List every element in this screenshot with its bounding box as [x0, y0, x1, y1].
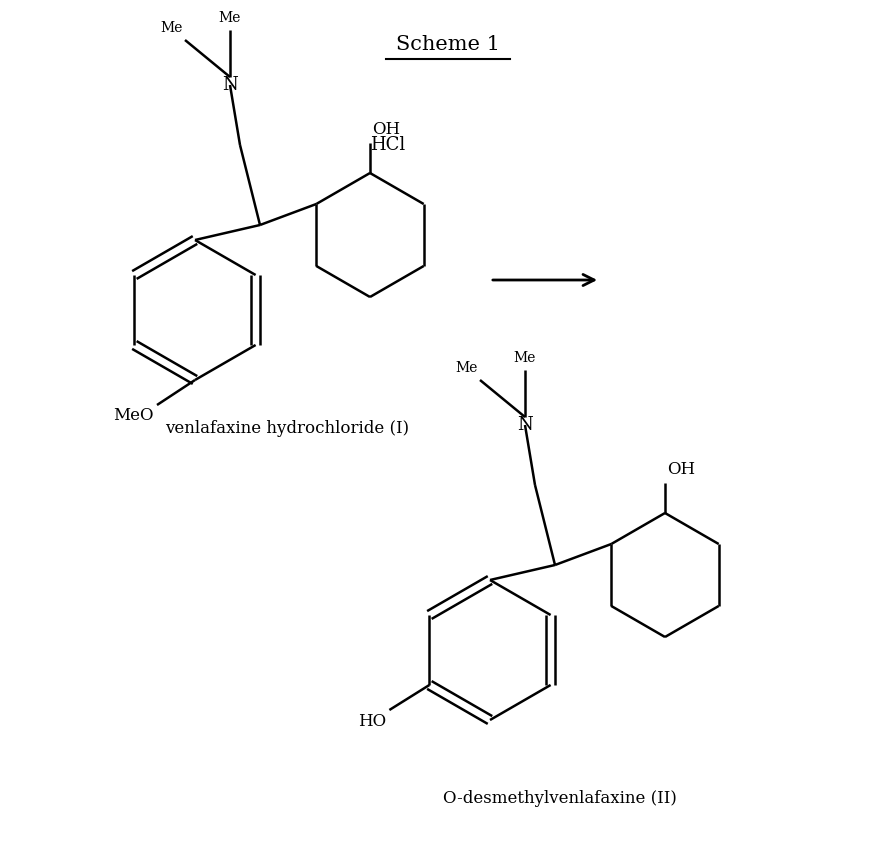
Text: N: N: [517, 416, 533, 434]
Text: Scheme 1: Scheme 1: [396, 35, 500, 54]
Text: OH: OH: [372, 121, 401, 138]
Text: MeO: MeO: [114, 407, 154, 424]
Text: Me: Me: [513, 351, 536, 365]
Text: HO: HO: [358, 713, 386, 730]
Text: HCl: HCl: [370, 136, 405, 154]
Text: OH: OH: [667, 461, 695, 478]
Text: Me: Me: [456, 361, 478, 375]
Text: Me: Me: [160, 21, 183, 35]
Text: Me: Me: [219, 11, 241, 25]
Text: O-desmethylvenlafaxine (II): O-desmethylvenlafaxine (II): [443, 790, 677, 807]
Text: N: N: [222, 76, 237, 94]
Text: venlafaxine hydrochloride (I): venlafaxine hydrochloride (I): [165, 420, 409, 437]
